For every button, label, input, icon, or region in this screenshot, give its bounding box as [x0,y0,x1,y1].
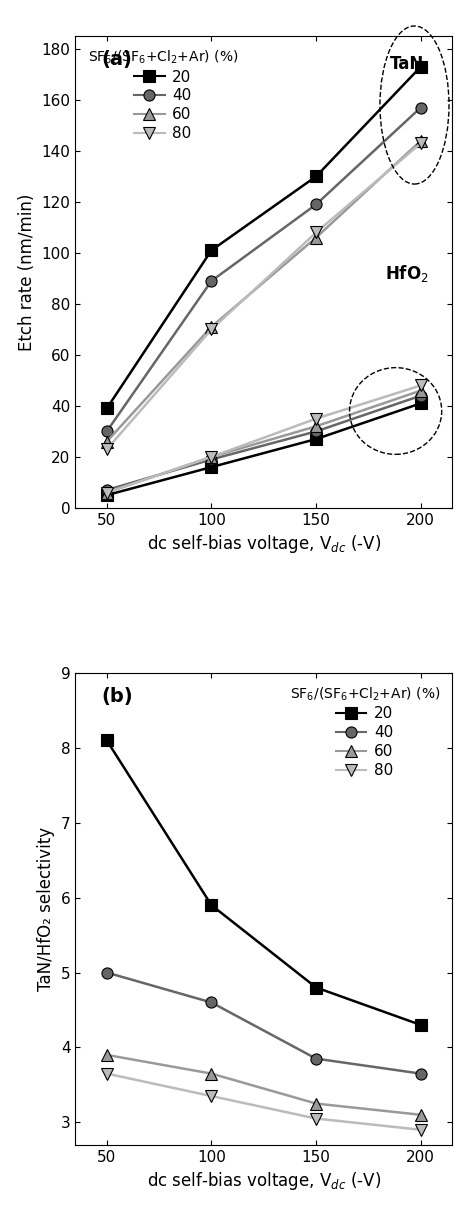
X-axis label: dc self-bias voltage, V$_{dc}$ (-V): dc self-bias voltage, V$_{dc}$ (-V) [146,534,381,556]
Text: HfO$_2$: HfO$_2$ [385,263,429,283]
Legend: 20, 40, 60, 80: 20, 40, 60, 80 [83,43,243,146]
Y-axis label: Etch rate (nm/min): Etch rate (nm/min) [18,193,36,351]
X-axis label: dc self-bias voltage, V$_{dc}$ (-V): dc self-bias voltage, V$_{dc}$ (-V) [146,1170,381,1192]
Text: (a): (a) [102,51,133,70]
Text: (b): (b) [102,687,133,706]
Text: TaN: TaN [390,55,424,74]
Legend: 20, 40, 60, 80: 20, 40, 60, 80 [285,681,445,782]
Y-axis label: TaN/HfO₂ selectivity: TaN/HfO₂ selectivity [37,827,55,991]
